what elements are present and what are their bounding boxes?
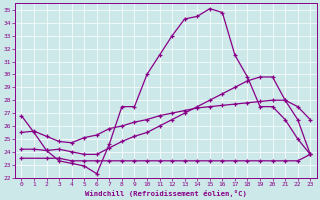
X-axis label: Windchill (Refroidissement éolien,°C): Windchill (Refroidissement éolien,°C) [85, 190, 247, 197]
